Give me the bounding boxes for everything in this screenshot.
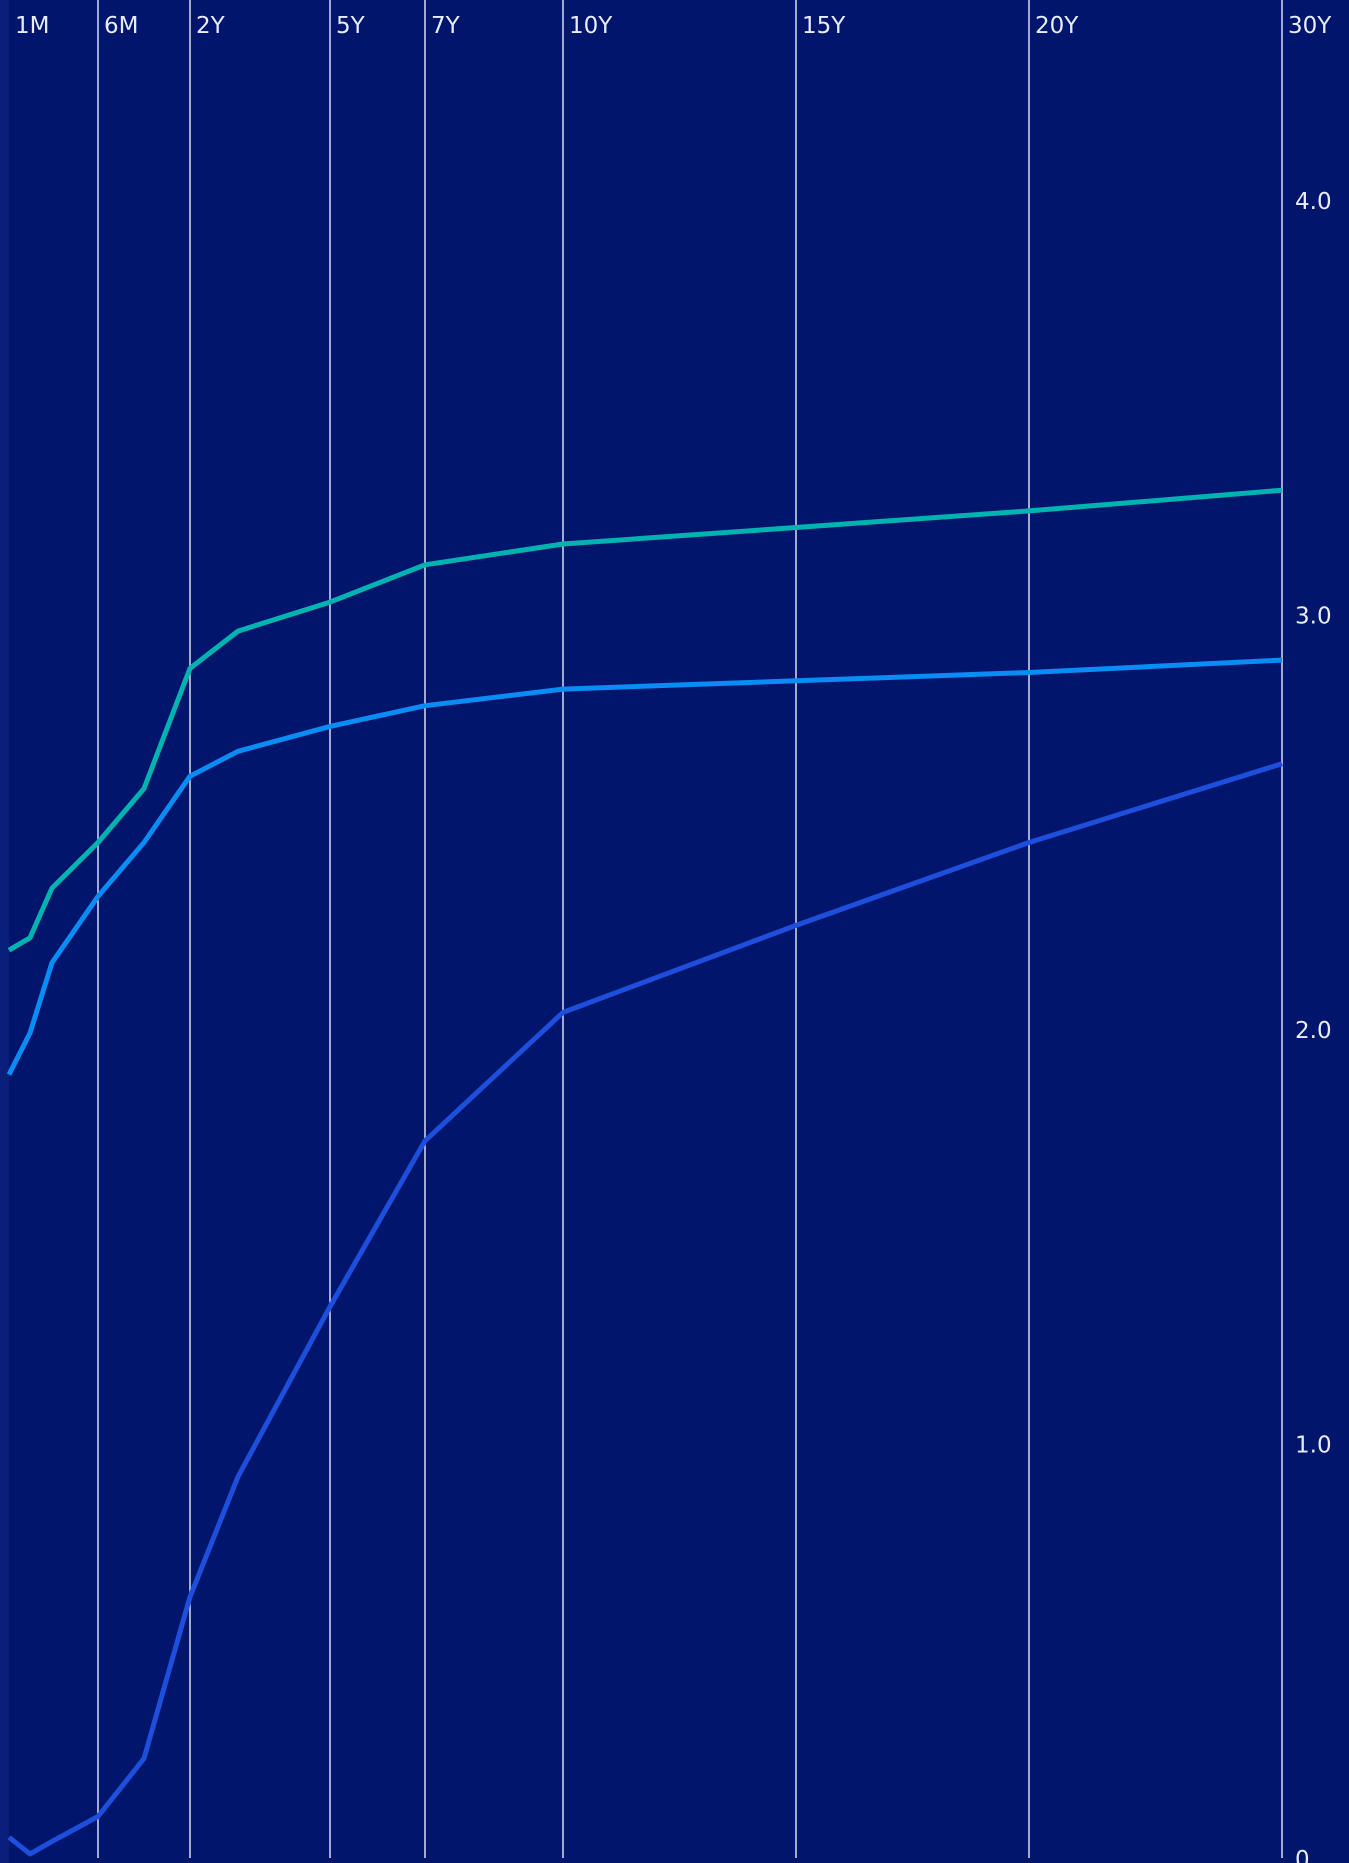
series-line-1 bbox=[7, 487, 1283, 953]
chart-left-edge bbox=[0, 0, 9, 1863]
x-tick-label-2y: 2Y bbox=[196, 13, 226, 39]
x-tick-label-10y: 10Y bbox=[569, 13, 613, 39]
x-tick-label-20y: 20Y bbox=[1035, 13, 1079, 39]
grid-layer bbox=[97, 0, 1283, 1858]
x-tick-label-1m: 1M bbox=[15, 13, 49, 39]
x-tick-label-7y: 7Y bbox=[431, 13, 461, 39]
x-tick-label-6m: 6M bbox=[104, 13, 138, 39]
series-layer bbox=[6, 487, 1283, 1857]
y-tick-label-1-0: 1.0 bbox=[1295, 1433, 1332, 1459]
y-tick-label-0: 0 bbox=[1295, 1847, 1310, 1863]
x-tick-label-15y: 15Y bbox=[802, 13, 846, 39]
label-layer: 1M 6M 2Y 5Y 7Y 10Y 15Y 20Y 30Y 0 1.0 2.0 3.0 4.0 bbox=[15, 13, 1332, 1863]
series-line-3 bbox=[7, 761, 1283, 1857]
y-tick-label-4-0: 4.0 bbox=[1295, 189, 1332, 215]
y-tick-label-2-0: 2.0 bbox=[1295, 1018, 1332, 1044]
x-tick-label-30y: 30Y bbox=[1288, 13, 1332, 39]
y-tick-label-3-0: 3.0 bbox=[1295, 604, 1332, 630]
x-tick-label-5y: 5Y bbox=[336, 13, 366, 39]
series-line-2 bbox=[6, 657, 1283, 1076]
